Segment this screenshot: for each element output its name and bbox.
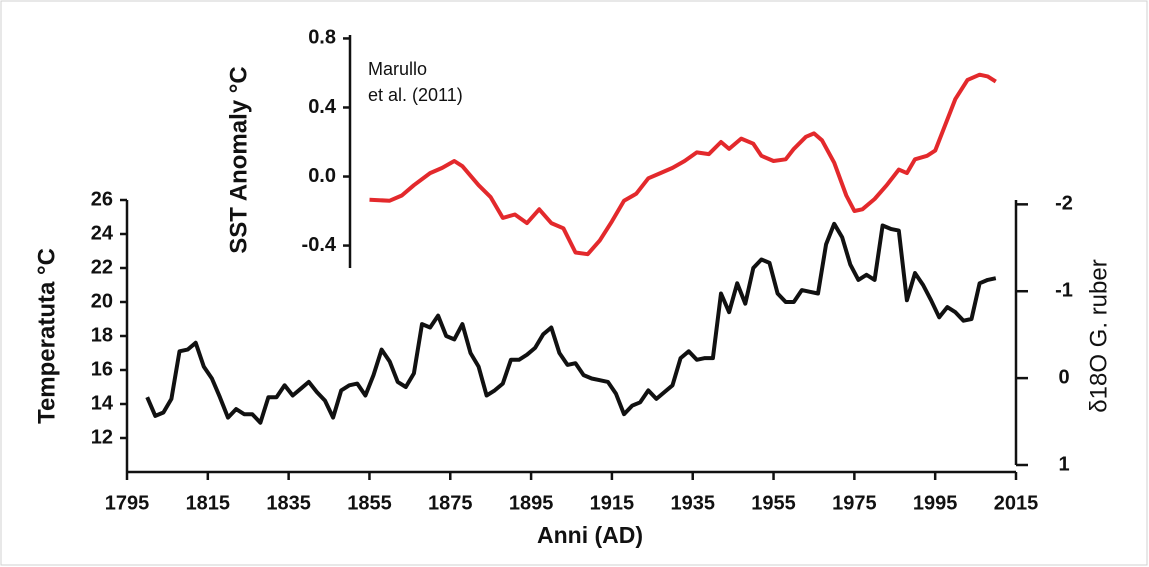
annotation: Marullo — [368, 59, 427, 79]
inset-y-tick-label: 0.0 — [308, 165, 336, 187]
x-tick-label: 2015 — [994, 492, 1039, 514]
y2-axis-title: δ18O G. ruber — [1085, 259, 1112, 412]
x-tick-label: 1915 — [590, 492, 635, 514]
y2-tick-label: -2 — [1055, 193, 1073, 215]
x-tick-label: 1955 — [751, 492, 796, 514]
x-axis-title: Anni (AD) — [537, 522, 643, 548]
x-tick-label: 1875 — [428, 492, 473, 514]
y-tick-label: 16 — [91, 358, 113, 380]
inset-y-tick-label: 0.4 — [308, 96, 337, 118]
y-tick-label: 22 — [91, 256, 113, 278]
x-tick-label: 1815 — [186, 492, 231, 514]
x-tick-label: 1835 — [266, 492, 311, 514]
y-tick-label: 26 — [91, 188, 113, 210]
annotation: et al. (2011) — [368, 85, 463, 105]
inset-y-tick-label: -0.4 — [302, 234, 337, 256]
y2-tick-label: -1 — [1055, 280, 1073, 302]
x-tick-label: 1895 — [509, 492, 554, 514]
x-tick-label: 1975 — [832, 492, 877, 514]
y-tick-label: 24 — [91, 222, 114, 244]
inset-y-axis-title: SST Anomaly °C — [225, 66, 252, 253]
y-tick-label: 12 — [91, 426, 113, 448]
y-axis-title: Temperatuta °C — [33, 248, 60, 424]
x-tick-label: 1855 — [347, 492, 392, 514]
data-line — [145, 221, 997, 425]
y2-tick-label: 1 — [1058, 453, 1069, 475]
y2-tick-label: 0 — [1058, 366, 1069, 388]
inset-y-tick-label: 0.8 — [308, 27, 336, 49]
y-tick-label: 18 — [91, 324, 113, 346]
y-tick-label: 14 — [91, 392, 114, 414]
x-tick-label: 1995 — [913, 492, 958, 514]
x-tick-label: 1795 — [105, 492, 150, 514]
y-tick-label: 20 — [91, 290, 113, 312]
x-tick-label: 1935 — [670, 492, 715, 514]
data-line — [369, 72, 997, 257]
